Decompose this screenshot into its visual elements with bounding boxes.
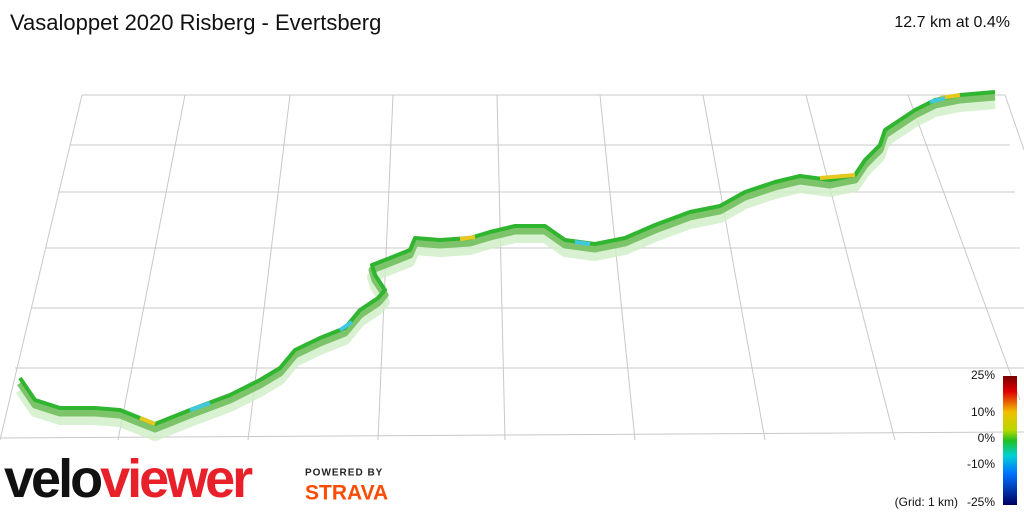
route-line <box>18 90 996 426</box>
gradient-colorbar <box>1003 376 1017 505</box>
colorbar-label: -25% <box>967 495 995 509</box>
logo-red: viewer <box>100 449 253 509</box>
route-descent <box>189 96 946 412</box>
colorbar-label: 0% <box>978 431 996 445</box>
colorbar-label: 25% <box>971 368 995 382</box>
title: Vasaloppet 2020 Risberg - Evertsberg <box>10 10 381 35</box>
colorbar-label: -10% <box>967 457 995 471</box>
route-shadow <box>15 99 996 441</box>
logo-dark: velo <box>4 449 101 509</box>
route-steep <box>139 93 961 426</box>
route-wall <box>17 93 996 433</box>
grid-note: (Grid: 1 km) <box>895 495 958 509</box>
powered-by: POWERED BY <box>305 468 383 479</box>
colorbar-label: 10% <box>971 405 995 419</box>
strava-logo: STRAVA <box>305 482 388 505</box>
grid <box>0 94 1024 441</box>
route-stats: 12.7 km at 0.4% <box>894 14 1010 31</box>
logo: veloviewer <box>4 449 253 509</box>
